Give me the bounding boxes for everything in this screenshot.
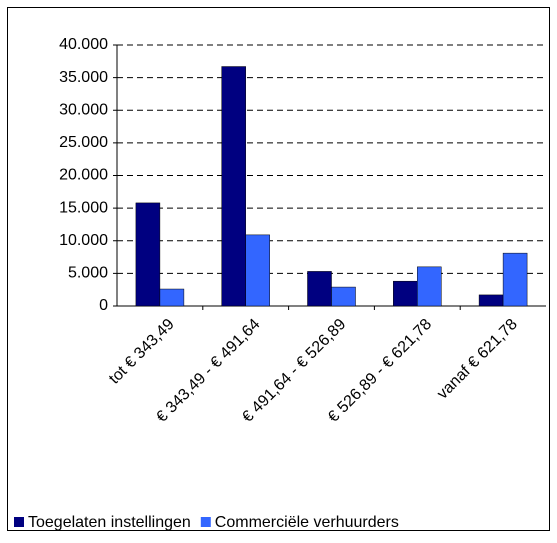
- y-tick-label: 30.000: [59, 101, 108, 118]
- bar: [159, 288, 185, 307]
- legend-swatch: [14, 517, 24, 527]
- y-tick-label: 35.000: [59, 69, 108, 86]
- y-tick-label: 40.000: [59, 36, 108, 53]
- bar: [307, 271, 332, 307]
- legend-label: Commerciële verhuurders: [215, 514, 399, 531]
- bar: [478, 294, 504, 307]
- bar: [502, 252, 528, 307]
- y-tick-label: 5.000: [68, 265, 108, 282]
- bar: [245, 234, 270, 307]
- bar: [221, 66, 246, 307]
- chart-border: [7, 7, 550, 531]
- bar: [135, 202, 161, 307]
- bar: [417, 266, 442, 307]
- legend-label: Toegelaten instellingen: [28, 514, 191, 531]
- bar: [393, 280, 418, 307]
- y-tick-label: 25.000: [59, 134, 108, 151]
- y-tick-label: 20.000: [59, 167, 108, 184]
- y-tick-label: 0: [99, 297, 108, 314]
- y-tick-label: 10.000: [59, 232, 108, 249]
- legend-swatch: [200, 517, 211, 527]
- y-tick-label: 15.000: [59, 199, 108, 216]
- bar: [331, 286, 356, 307]
